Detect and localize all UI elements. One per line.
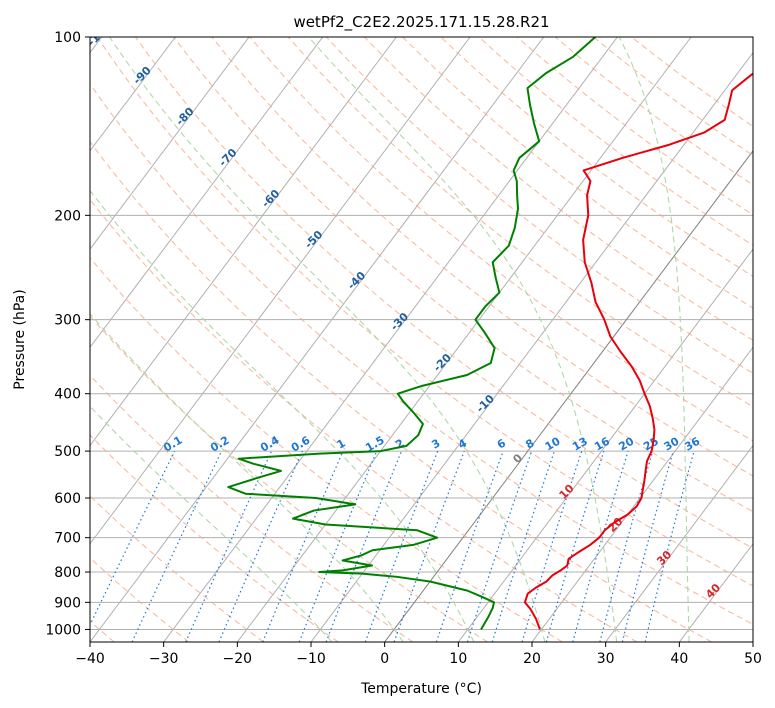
y-axis-label: Pressure (hPa) xyxy=(12,289,28,389)
mixing-ratio-line xyxy=(491,450,555,642)
isotherm-line xyxy=(90,37,397,447)
moist-adiabat xyxy=(90,313,404,642)
y-tick-label: 400 xyxy=(54,387,81,403)
dry-adiabat xyxy=(90,140,712,642)
mixing-ratio-line xyxy=(466,450,533,642)
isotherm-line xyxy=(90,37,545,642)
dry-adiabat xyxy=(90,495,264,642)
dry-adiabat xyxy=(135,37,753,550)
x-tick-label: 40 xyxy=(670,651,688,667)
isotherm-line xyxy=(236,37,692,642)
isotherm-line xyxy=(531,346,753,642)
dry-adiabats xyxy=(90,37,753,642)
x-axis-label: Temperature (°C) xyxy=(360,681,482,697)
mixing-ratio-line xyxy=(621,450,674,642)
y-tick-label: 800 xyxy=(54,565,81,581)
isotherm-line xyxy=(90,37,176,152)
dry-adiabat xyxy=(440,37,753,278)
mixing-ratio-line xyxy=(521,450,583,642)
dry-adiabat xyxy=(90,374,414,642)
x-tick-label: −20 xyxy=(223,651,253,667)
isotherm-line xyxy=(605,444,753,642)
dry-adiabat xyxy=(325,37,753,374)
dry-adiabat xyxy=(516,37,753,216)
mixing-ratio-line xyxy=(185,450,273,642)
mixing-ratio-line xyxy=(572,450,629,642)
mixing-ratio-line xyxy=(218,450,303,642)
dry-adiabat xyxy=(249,37,753,442)
x-tick-label: 50 xyxy=(744,651,762,667)
plot-frame xyxy=(89,36,754,643)
mixing-ratio-line xyxy=(644,450,695,642)
isotherm-line xyxy=(90,37,250,250)
mixing-ratio-line xyxy=(298,450,378,642)
isobar-grid xyxy=(90,37,753,630)
y-tick-label: 200 xyxy=(54,208,81,224)
mixing-ratio-line xyxy=(545,450,605,642)
dry-adiabat xyxy=(364,37,753,341)
chart-title: wetPf2_C2E2.2025.171.15.28.R21 xyxy=(293,13,549,32)
isotherm-line xyxy=(457,248,753,642)
mixing-ratio-line xyxy=(90,450,176,627)
x-tick-label: 20 xyxy=(523,651,541,667)
x-tick-label: −30 xyxy=(149,651,179,667)
x-tick-label: 10 xyxy=(449,651,467,667)
dry-adiabat xyxy=(402,37,753,309)
moist-adiabats xyxy=(90,37,690,642)
dry-adiabat xyxy=(90,315,488,642)
temperature-profile-line xyxy=(523,72,753,630)
x-tick-label: 0 xyxy=(380,651,389,667)
y-tick-label: 300 xyxy=(54,313,81,329)
mixing-ratio-line xyxy=(599,450,654,642)
x-axis-ticks: −40 −30 −20 −10 0 10 20 30 40 50 xyxy=(75,642,762,667)
profile-series xyxy=(227,37,753,630)
isotherm-line xyxy=(163,37,618,642)
y-tick-label: 900 xyxy=(54,595,81,611)
moist-adiabat xyxy=(308,37,618,642)
mixing-ratio-lines xyxy=(90,450,695,642)
dry-adiabat xyxy=(287,37,753,408)
mixing-ratio-line xyxy=(262,450,344,642)
dry-adiabat xyxy=(90,82,753,626)
x-tick-label: −10 xyxy=(296,651,326,667)
dry-adiabat xyxy=(478,37,753,247)
moist-adiabat xyxy=(618,37,690,642)
y-tick-label: 600 xyxy=(54,491,81,507)
dry-adiabat xyxy=(90,256,563,642)
moist-adiabat xyxy=(90,189,475,642)
isotherm-line xyxy=(90,37,471,545)
dry-adiabat xyxy=(173,37,753,513)
x-tick-label: 30 xyxy=(597,651,615,667)
y-axis-ticks: 100 200 300 400 500 600 700 800 900 1000 xyxy=(45,30,90,638)
mixing-ratio-line xyxy=(131,450,223,642)
isotherm-line xyxy=(90,37,324,349)
dry-adiabat xyxy=(96,37,753,587)
y-tick-label: 500 xyxy=(54,444,81,460)
y-tick-label: 1000 xyxy=(45,622,81,638)
y-tick-label: 700 xyxy=(54,531,81,547)
moist-adiabat xyxy=(90,405,333,642)
x-tick-label: −40 xyxy=(75,651,105,667)
plot-area: 0.10.20.40.611.52346810131620253036-100-… xyxy=(90,37,753,642)
dewpoint-profile-line xyxy=(227,37,596,630)
dry-adiabat xyxy=(90,198,638,642)
y-tick-label: 100 xyxy=(54,30,81,46)
